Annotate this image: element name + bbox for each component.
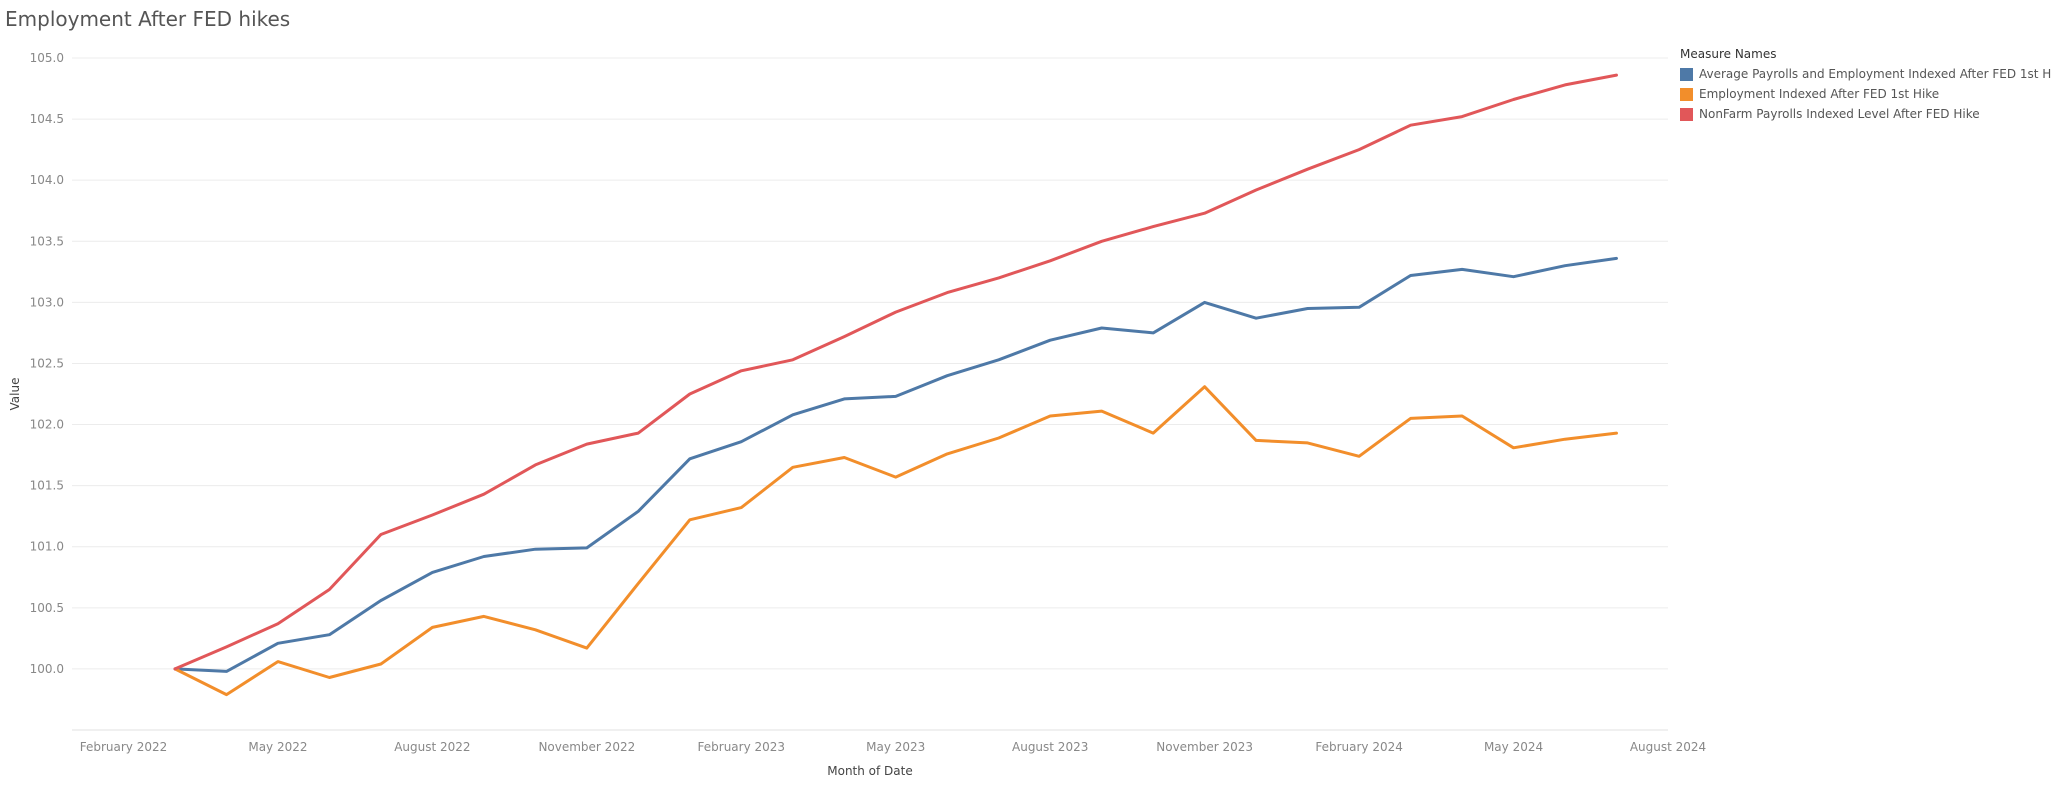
legend-title: Measure Names: [1680, 47, 1777, 61]
y-tick-label: 103.0: [30, 295, 64, 309]
gridlines: [72, 57, 1668, 670]
y-tick-label: 100.5: [30, 601, 64, 615]
x-tick-label: November 2022: [538, 740, 635, 754]
series-lines: [173, 73, 1618, 697]
legend-swatch: [1680, 107, 1693, 121]
y-tick-label: 104.5: [30, 112, 64, 126]
y-tick-label: 102.5: [30, 356, 64, 370]
x-tick-label: May 2024: [1484, 740, 1543, 754]
legend-item[interactable]: Average Payrolls and Employment Indexed …: [1680, 64, 2052, 84]
y-tick-label: 102.0: [30, 418, 64, 432]
y-tick-label: 105.0: [30, 51, 64, 65]
x-tick-label: May 2022: [248, 740, 307, 754]
legend: Measure Names Average Payrolls and Emplo…: [1680, 47, 2052, 124]
legend-item[interactable]: NonFarm Payrolls Indexed Level After FED…: [1680, 104, 2052, 124]
chart-title: Employment After FED hikes: [5, 7, 291, 31]
x-tick-label: February 2022: [80, 740, 168, 754]
legend-swatch: [1680, 87, 1693, 101]
x-tick-label: August 2024: [1630, 740, 1706, 754]
x-tick-label: May 2023: [866, 740, 925, 754]
y-axis-title: Value: [8, 378, 22, 411]
series-line-1: [173, 256, 1618, 673]
y-tick-label: 100.0: [30, 662, 64, 676]
y-tick-label: 101.5: [30, 479, 64, 493]
legend-label: Average Payrolls and Employment Indexed …: [1699, 67, 2052, 81]
legend-swatch: [1680, 67, 1693, 81]
x-axis-title: Month of Date: [827, 764, 913, 778]
legend-label: NonFarm Payrolls Indexed Level After FED…: [1699, 107, 1980, 121]
x-tick-label: February 2024: [1315, 740, 1403, 754]
series-line-2: [173, 385, 1618, 697]
y-tick-label: 104.0: [30, 173, 64, 187]
legend-label: Employment Indexed After FED 1st Hike: [1699, 87, 1940, 101]
x-tick-label: August 2023: [1012, 740, 1088, 754]
x-tick-label: November 2023: [1156, 740, 1253, 754]
legend-item[interactable]: Employment Indexed After FED 1st Hike: [1680, 84, 2052, 104]
series-line-3: [173, 73, 1618, 671]
y-tick-label: 103.5: [30, 234, 64, 248]
axes: 100.0 100.5 101.0 101.5 102.0 102.5 103.0 103.5…: [30, 51, 1707, 754]
y-tick-label: 101.0: [30, 540, 64, 554]
legend-items: Average Payrolls and Employment Indexed …: [1680, 64, 2052, 124]
x-tick-label: February 2023: [698, 740, 786, 754]
x-tick-label: August 2022: [394, 740, 470, 754]
